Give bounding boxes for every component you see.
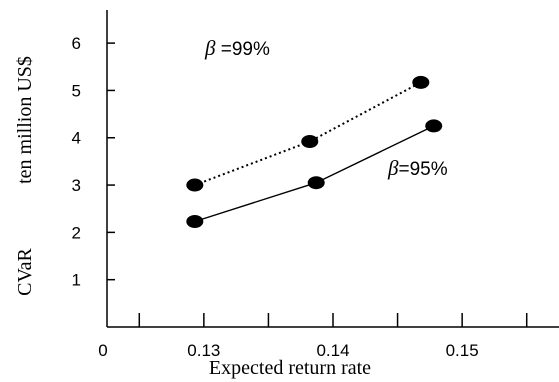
x-tick-label: 0.14: [316, 341, 349, 360]
x-tick-label: 0.13: [187, 341, 220, 360]
y-axis-title: CVaR: [14, 247, 36, 295]
series-0-point: [412, 75, 430, 89]
series-label-beta-99-symbol: β: [204, 36, 216, 60]
x-ticks: 0 0.13 0.14 0.15: [98, 313, 528, 360]
y-ticks: 1 2 3 4 5 6: [72, 34, 115, 290]
y-tick-label: 1: [72, 271, 81, 290]
series-0-point: [301, 135, 319, 149]
x-axis-title: Expected return rate: [209, 357, 371, 379]
x-tick-label: 0: [98, 341, 107, 360]
series-line-0: [194, 81, 422, 186]
y-tick-label: 2: [72, 223, 81, 242]
y-axis-unit-title: ten million US$: [14, 56, 36, 184]
series-label-beta-95-symbol: β: [387, 156, 399, 180]
series-label-beta-95: β=95%: [387, 156, 448, 180]
series-label-beta-95-text: =95%: [398, 159, 447, 180]
y-tick-label: 4: [72, 129, 81, 148]
series-1-point: [186, 214, 204, 228]
series-layer: [186, 75, 443, 228]
series-1-point: [425, 119, 443, 133]
series-0-point: [186, 178, 204, 192]
series-1-point: [307, 176, 325, 190]
series-label-beta-99: β =99%: [204, 36, 270, 60]
y-tick-label: 5: [72, 81, 81, 100]
series-label-beta-99-text: =99%: [215, 39, 270, 60]
y-tick-label: 6: [72, 34, 81, 53]
y-tick-label: 3: [72, 176, 81, 195]
x-tick-label: 0.15: [446, 341, 479, 360]
